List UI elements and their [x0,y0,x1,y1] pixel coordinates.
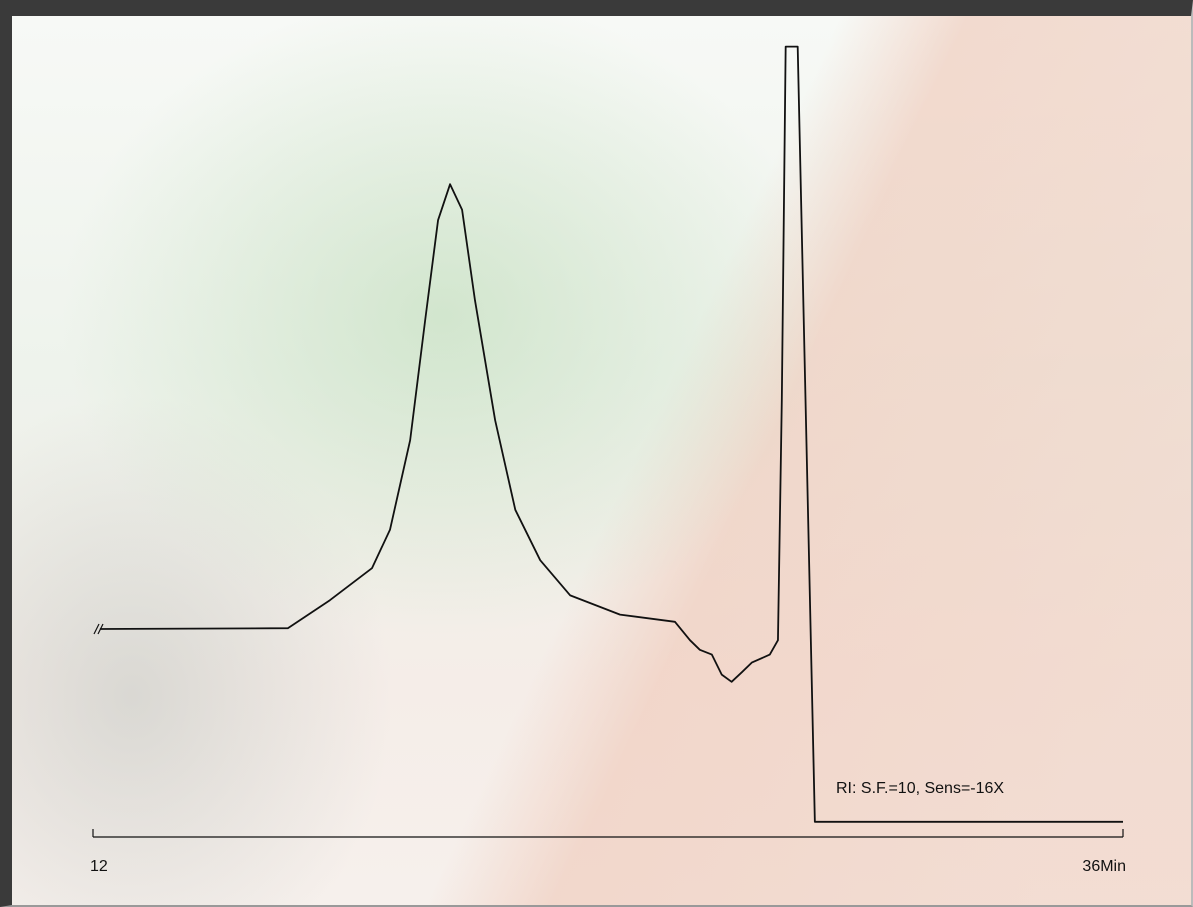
chromatogram-line [99,45,1123,823]
annotation: RI: S.F.=10, Sens=-16X [836,780,1004,797]
break-mark [93,623,100,635]
x-tick-label: 36Min [1082,858,1126,875]
x-tick-label: 12 [90,858,108,875]
